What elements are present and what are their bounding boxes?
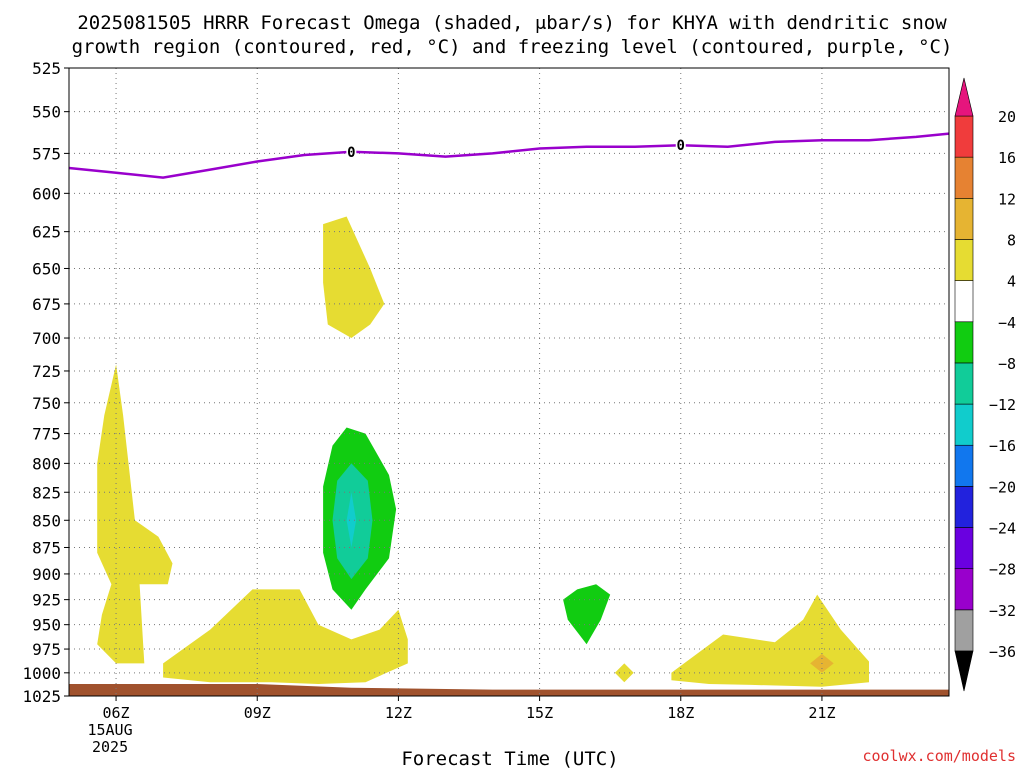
colorbar-swatch (954, 362, 974, 405)
time-tick-label: 21Z (808, 704, 835, 722)
pressure-tick-label: 525 (32, 59, 61, 78)
x-axis-label: Forecast Time (UTC) (401, 748, 618, 768)
pressure-tick-label: 725 (32, 362, 61, 381)
pressure-tick-label: 1025 (22, 687, 61, 706)
chart-title-line-2: growth region (contoured, red, °C) and f… (72, 36, 953, 58)
time-tick-label: 09Z (244, 704, 271, 722)
colorbar-swatch (954, 280, 974, 323)
time-tick-date: 15AUG (87, 721, 132, 739)
time-tick-label: 15Z (526, 704, 553, 722)
colorbar-tick-label: −36 (989, 643, 1016, 661)
pressure-tick-label: 600 (32, 184, 61, 203)
pressure-tick-label: 575 (32, 144, 61, 163)
pressure-tick-label: 925 (32, 591, 61, 610)
colorbar-tick-label: 8 (1007, 231, 1016, 249)
colorbar-swatch (954, 527, 974, 569)
freezing-level-label-bg (346, 143, 357, 160)
plot-frame (68, 67, 950, 697)
colorbar-swatch (954, 198, 974, 240)
pressure-tick-label: 550 (32, 103, 61, 122)
pressure-tick-label: 900 (32, 565, 61, 584)
chart-title-line-1: 2025081505 HRRR Forecast Omega (shaded, … (77, 12, 947, 34)
pressure-tick-label: 800 (32, 454, 61, 473)
colorbar-swatch (954, 115, 974, 158)
time-tick-label: 18Z (667, 704, 694, 722)
colorbar-bottom-arrow (954, 650, 974, 692)
chart-grid (69, 67, 949, 697)
colorbar-tick-label: 16 (998, 149, 1016, 167)
time-tick-label: 06Z (103, 704, 130, 722)
pressure-tick-label: 875 (32, 538, 61, 557)
pressure-tick-label: 775 (32, 425, 61, 444)
colorbar-tick-label: −8 (998, 355, 1016, 373)
omega-region-positive-4-8 (163, 589, 408, 684)
colorbar-tick-label: 12 (998, 190, 1016, 208)
pressure-tick-label: 700 (32, 329, 61, 348)
colorbar-tick-label: 4 (1007, 273, 1016, 291)
freezing-level-label: 0 (347, 145, 355, 161)
omega-region-negative-4-8 (563, 584, 611, 645)
pressure-tick-label: 850 (32, 511, 61, 530)
surface-ground (69, 684, 949, 696)
pressure-tick-label: 825 (32, 483, 61, 502)
pressure-axis: 525 550 575 600 625 650 675 700 725 750 775 800 825 8… (22, 59, 69, 706)
colorbar-tick-label: −28 (989, 561, 1016, 579)
colorbar-tick-label: −24 (989, 520, 1016, 538)
colorbar-swatch (954, 486, 974, 528)
pressure-tick-label: 625 (32, 223, 61, 242)
time-tick-year: 2025 (92, 738, 128, 756)
colorbar-swatch (954, 239, 974, 281)
pressure-tick-label: 975 (32, 640, 61, 659)
colorbar-swatch (954, 444, 974, 487)
colorbar-swatch (954, 403, 974, 446)
colorbar-tick-label: −16 (989, 437, 1016, 455)
colorbar-tick-label: −20 (989, 478, 1016, 496)
colorbar-tick-label: −32 (989, 602, 1016, 620)
colorbar-tick-label: 20 (998, 108, 1016, 126)
time-tick-label: 12Z (385, 704, 412, 722)
colorbar-top-arrow (954, 77, 974, 117)
pressure-tick-label: 950 (32, 616, 61, 635)
colorbar-swatch (954, 609, 974, 652)
freezing-level-label-bg (675, 137, 686, 154)
colorbar-tick-label: −4 (998, 314, 1016, 332)
freezing-level-label: 0 (677, 138, 685, 154)
omega-shaded-regions (69, 216, 949, 696)
colorbar-tick-label: −12 (989, 396, 1016, 414)
credit-text: coolwx.com/models (862, 747, 1016, 765)
colorbar-swatch (954, 321, 974, 364)
pressure-tick-label: 675 (32, 295, 61, 314)
colorbar-swatch (954, 568, 974, 611)
omega-region-positive-4-8 (97, 364, 173, 664)
pressure-tick-label: 750 (32, 394, 61, 413)
omega-region-negative-12-16 (346, 492, 357, 548)
colorbar-swatch (954, 156, 974, 199)
pressure-tick-label: 1000 (22, 664, 61, 683)
colorbar-legend: −36 −32 −28 −24 −20 −16 −12 −8 −4 4 8 12 16 20 (954, 77, 1016, 692)
omega-region-positive-4-8 (323, 216, 385, 338)
pressure-tick-label: 650 (32, 259, 61, 278)
freezing-level-line (68, 132, 950, 179)
